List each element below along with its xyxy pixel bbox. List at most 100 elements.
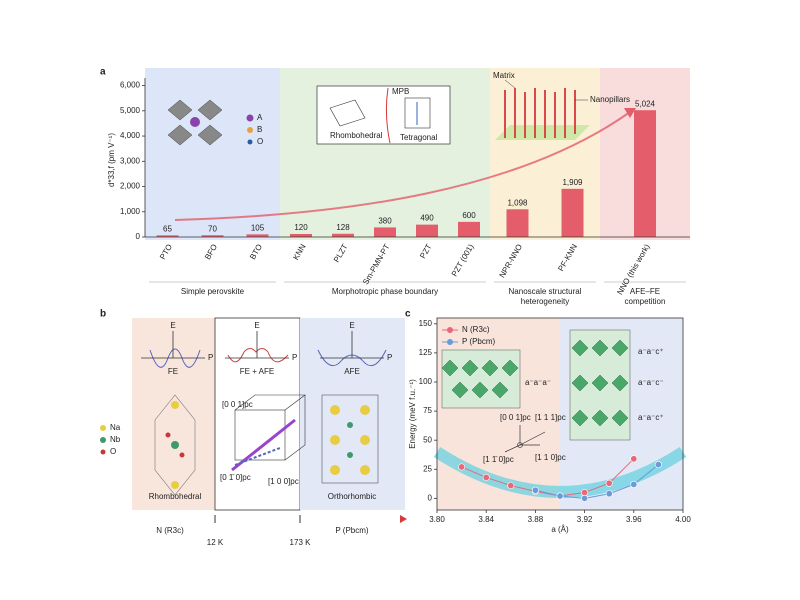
point	[482, 473, 490, 481]
decoration	[571, 339, 629, 427]
direction-label: [0 0 1]pc	[222, 400, 253, 409]
direction-label: [1 0 0]pc	[268, 477, 299, 486]
phase-label: AFE	[344, 367, 360, 376]
group-label: Nanoscale structural	[509, 287, 582, 296]
atom-label: Nb	[110, 435, 121, 444]
decoration	[234, 394, 306, 461]
phase-label: FE + AFE	[240, 367, 274, 376]
y-tick-label: 25	[423, 464, 432, 473]
inset-label: Nanopillars	[590, 95, 630, 104]
bar	[156, 235, 179, 237]
bar	[506, 209, 529, 237]
point	[605, 479, 613, 487]
transition-label: P (Pbcm)	[335, 526, 369, 535]
y-tick-label: 0	[428, 493, 433, 502]
decoration	[247, 127, 253, 133]
direction-label: [1 1̄ 0]pc	[483, 455, 514, 464]
decoration	[174, 111, 631, 221]
value-label: 600	[462, 211, 476, 220]
decoration	[154, 394, 196, 496]
y-tick-label: 125	[419, 348, 433, 357]
decoration	[179, 452, 185, 458]
decoration	[504, 88, 576, 138]
decoration	[517, 442, 523, 448]
decoration	[360, 435, 370, 445]
legend-label: P (Pbcm)	[462, 337, 496, 346]
y-tick-label: 100	[419, 377, 433, 386]
decoration	[360, 465, 370, 475]
point	[581, 494, 589, 502]
axis-letter: P	[387, 353, 392, 362]
decoration	[329, 99, 366, 127]
decoration	[330, 405, 340, 415]
bar	[332, 233, 354, 237]
phase-label: FE	[168, 367, 178, 376]
direction-label: [1 1 1]pc	[535, 413, 566, 422]
decoration	[441, 359, 519, 399]
site-label: O	[257, 137, 263, 146]
x-tick-label: 3.92	[577, 515, 593, 524]
point	[531, 486, 539, 494]
decoration	[624, 108, 636, 118]
y-axis-label: d*33,f (pm V⁻¹)	[107, 133, 116, 187]
group-label: Morphotropic phase boundary	[332, 287, 438, 296]
atom-label: Na	[110, 423, 121, 432]
decoration	[100, 449, 106, 455]
decoration	[234, 409, 286, 461]
decoration	[171, 441, 179, 449]
transition-label: 173 K	[290, 538, 312, 547]
axis-letter: P	[292, 353, 297, 362]
site-label: B	[257, 125, 262, 134]
legend-marker	[447, 339, 453, 345]
inset-label: Rhombohedral	[330, 131, 383, 140]
panel-c-decor	[433, 318, 687, 510]
decoration	[132, 318, 215, 510]
panel-letter: c	[405, 309, 411, 320]
decoration	[246, 114, 254, 122]
group-label: competition	[625, 297, 666, 306]
bar	[246, 234, 269, 237]
atom-label: O	[110, 447, 116, 456]
decoration	[347, 452, 353, 458]
inset-label: Tetragonal	[400, 133, 438, 142]
inset-label: Matrix	[493, 71, 515, 80]
y-tick-label: 6,000	[120, 81, 141, 90]
decoration	[360, 405, 370, 415]
point	[507, 482, 515, 490]
point	[605, 490, 613, 498]
decoration	[347, 422, 353, 428]
decoration	[227, 348, 289, 363]
inset-label: MPB	[392, 87, 409, 96]
decoration	[504, 79, 516, 89]
x-tick-label: 4.00	[675, 515, 691, 524]
x-tick-label: 3.96	[626, 515, 642, 524]
decoration	[495, 125, 590, 140]
tilt-label: a⁻a⁻c⁻	[638, 378, 664, 387]
decoration	[504, 425, 546, 453]
y-tick-label: 150	[419, 319, 433, 328]
series-line	[461, 458, 635, 497]
decoration	[234, 447, 281, 466]
x-axis-label: a (Å)	[551, 525, 569, 534]
panel-b-decor	[100, 317, 407, 523]
y-axis-label: Energy (meV f.u.⁻¹)	[408, 379, 417, 449]
tilt-label: a⁻a⁻c⁺	[638, 347, 664, 356]
legend-label: N (R3c)	[462, 325, 490, 334]
point	[630, 480, 638, 488]
bar	[458, 221, 480, 237]
decoration	[385, 87, 391, 144]
direction-label: [1 1 0]pc	[535, 453, 566, 462]
panel-letter: b	[100, 309, 106, 320]
x-tick-label: 3.84	[478, 515, 494, 524]
transition-label: 12 K	[207, 538, 224, 547]
decoration	[171, 481, 179, 489]
plot-frame	[436, 317, 684, 511]
decoration	[171, 401, 179, 409]
direction-label: [0 1̄ 0]pc	[220, 473, 251, 482]
axis-letter: E	[349, 321, 354, 330]
point	[630, 455, 638, 463]
y-tick-label: 2,000	[120, 182, 141, 191]
axis-letter: E	[170, 321, 175, 330]
y-tick-label: 5,000	[120, 106, 141, 115]
